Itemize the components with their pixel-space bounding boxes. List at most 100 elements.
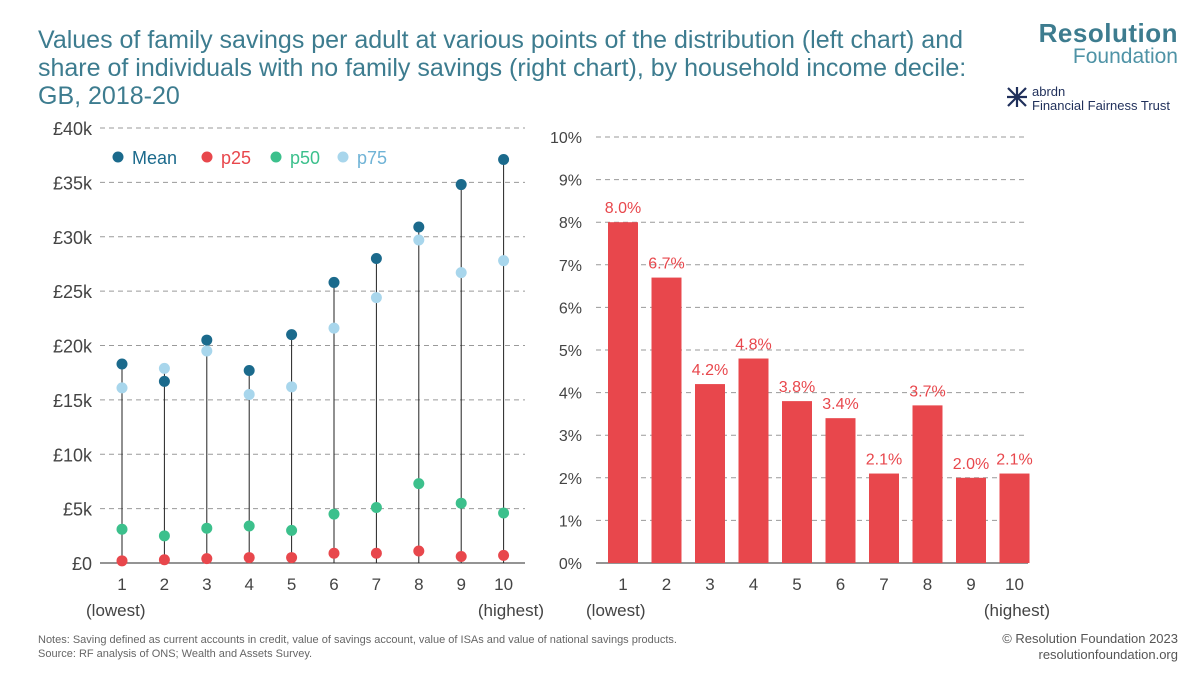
point-p25 bbox=[158, 554, 170, 566]
bar bbox=[695, 384, 725, 563]
point-p75 bbox=[455, 267, 467, 279]
point-p75 bbox=[158, 362, 170, 374]
bar bbox=[999, 473, 1030, 563]
point-p50 bbox=[370, 502, 382, 514]
point-mean bbox=[413, 221, 425, 233]
right-y-tick-label: 10% bbox=[550, 130, 582, 147]
bar-data-label: 2.0% bbox=[953, 456, 989, 473]
left-x-tick-label: 1 bbox=[117, 575, 126, 594]
point-mean bbox=[116, 358, 128, 370]
bar bbox=[912, 405, 943, 563]
notes-line-1: Notes: Saving defined as current account… bbox=[38, 634, 677, 646]
left-y-tick-label: £15k bbox=[53, 391, 93, 411]
point-p50 bbox=[328, 508, 340, 520]
point-p25 bbox=[328, 547, 340, 559]
point-p25 bbox=[370, 547, 382, 559]
bar-data-label: 6.7% bbox=[648, 256, 684, 273]
left-y-tick-label: £30k bbox=[53, 228, 93, 248]
right-x-sublabel-lowest: (lowest) bbox=[586, 601, 646, 620]
point-p50 bbox=[201, 522, 213, 534]
point-mean bbox=[243, 365, 255, 377]
point-mean bbox=[328, 276, 340, 288]
right-y-tick-label: 9% bbox=[559, 173, 582, 190]
point-p75 bbox=[413, 234, 425, 246]
point-mean bbox=[201, 334, 213, 346]
left-x-tick-label: 4 bbox=[244, 575, 253, 594]
point-p75 bbox=[201, 345, 213, 357]
right-x-tick-label: 10 bbox=[1005, 575, 1024, 594]
right-x-tick-label: 1 bbox=[618, 575, 627, 594]
left-y-tick-label: £0 bbox=[72, 554, 92, 574]
point-p50 bbox=[243, 520, 255, 532]
right-y-tick-label: 2% bbox=[559, 471, 582, 488]
bar-data-label: 3.8% bbox=[779, 379, 815, 396]
bar bbox=[782, 401, 812, 563]
right-x-tick-label: 2 bbox=[662, 575, 671, 594]
point-p50 bbox=[455, 497, 467, 509]
chart-title: Values of family savings per adult at va… bbox=[38, 26, 967, 110]
left-x-tick-label: 8 bbox=[414, 575, 423, 594]
left-y-tick-label: £5k bbox=[63, 500, 93, 520]
bar bbox=[608, 222, 638, 563]
right-y-tick-label: 6% bbox=[559, 300, 582, 317]
bar bbox=[825, 418, 856, 563]
bar bbox=[738, 358, 769, 563]
point-p25 bbox=[498, 549, 510, 561]
left-x-tick-label: 5 bbox=[287, 575, 296, 594]
notes: Notes: Saving defined as current account… bbox=[38, 633, 677, 661]
legend-marker-p75 bbox=[337, 151, 349, 163]
right-chart-no-savings-share: 0% 1% 2% 3% 4% 5% 6% 7% 8% 9% 10% 8.0% 6.7% 4.2% 4.8% 3… bbox=[550, 130, 1050, 620]
partner-logo: abrdn Financial Fairness Trust bbox=[978, 84, 1178, 114]
bar-data-label: 2.1% bbox=[866, 452, 902, 469]
bar-data-label: 4.2% bbox=[692, 362, 728, 379]
right-y-tick-label: 7% bbox=[559, 258, 582, 275]
point-p50 bbox=[116, 523, 128, 535]
right-x-tick-label: 5 bbox=[792, 575, 801, 594]
notes-line-2: Source: RF analysis of ONS; Wealth and A… bbox=[38, 648, 313, 660]
bar-data-label: 8.0% bbox=[605, 200, 641, 217]
bar-data-label: 2.1% bbox=[996, 452, 1032, 469]
partner-line-1: abrdn bbox=[1032, 84, 1066, 99]
point-p50 bbox=[498, 507, 510, 519]
right-x-tick-label: 3 bbox=[705, 575, 714, 594]
right-x-tick-label: 6 bbox=[836, 575, 845, 594]
logo-line-1: Resolution bbox=[1038, 18, 1178, 48]
left-x-tick-label: 7 bbox=[372, 575, 381, 594]
point-p25 bbox=[413, 545, 425, 557]
point-mean bbox=[498, 154, 510, 166]
point-p25 bbox=[201, 553, 213, 565]
point-p75 bbox=[116, 382, 128, 394]
left-x-tick-label: 10 bbox=[494, 575, 513, 594]
right-x-tick-label: 4 bbox=[749, 575, 758, 594]
point-p50 bbox=[158, 530, 170, 542]
point-p25 bbox=[455, 550, 467, 562]
logo-line-2: Foundation bbox=[1072, 45, 1178, 68]
legend-marker-p50 bbox=[270, 151, 282, 163]
point-p75 bbox=[498, 255, 510, 267]
point-mean bbox=[370, 253, 382, 264]
left-y-tick-label: £20k bbox=[53, 337, 93, 357]
right-x-tick-label: 9 bbox=[966, 575, 975, 594]
right-y-tick-label: 1% bbox=[559, 513, 582, 530]
credit: © Resolution Foundation 2023 resolutionf… bbox=[1002, 631, 1178, 663]
bar bbox=[651, 277, 682, 563]
left-x-tick-label: 9 bbox=[456, 575, 465, 594]
abrdn-mark-icon bbox=[1007, 87, 1027, 107]
left-y-tick-label: £25k bbox=[53, 282, 93, 302]
right-y-tick-label: 5% bbox=[559, 343, 582, 360]
bar-data-label: 3.7% bbox=[909, 383, 945, 400]
left-chart-savings-distribution: £0 £5k £10k £15k £20k £25k £30k £35k £40k 1 2 3 4 5 6 7… bbox=[53, 119, 544, 620]
point-p25 bbox=[286, 552, 298, 564]
left-y-tick-label: £10k bbox=[53, 445, 93, 465]
right-y-tick-label: 0% bbox=[559, 556, 582, 573]
point-p75 bbox=[370, 292, 382, 304]
point-p25 bbox=[116, 555, 128, 567]
legend-label-p50: p50 bbox=[290, 148, 320, 168]
point-p75 bbox=[286, 381, 298, 393]
point-mean bbox=[455, 179, 467, 191]
left-x-tick-label: 2 bbox=[160, 575, 169, 594]
left-y-tick-label: £35k bbox=[53, 173, 93, 193]
partner-line-2: Financial Fairness Trust bbox=[1032, 98, 1170, 113]
bar bbox=[956, 477, 986, 563]
